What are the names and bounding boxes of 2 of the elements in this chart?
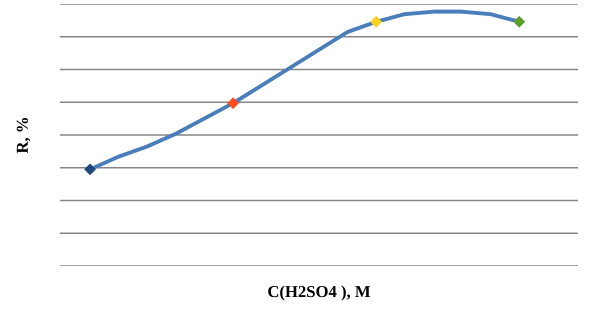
y-axis-title: R, % [16, 118, 30, 154]
x-axis-title: C(H2SO4 ), M [268, 285, 370, 301]
